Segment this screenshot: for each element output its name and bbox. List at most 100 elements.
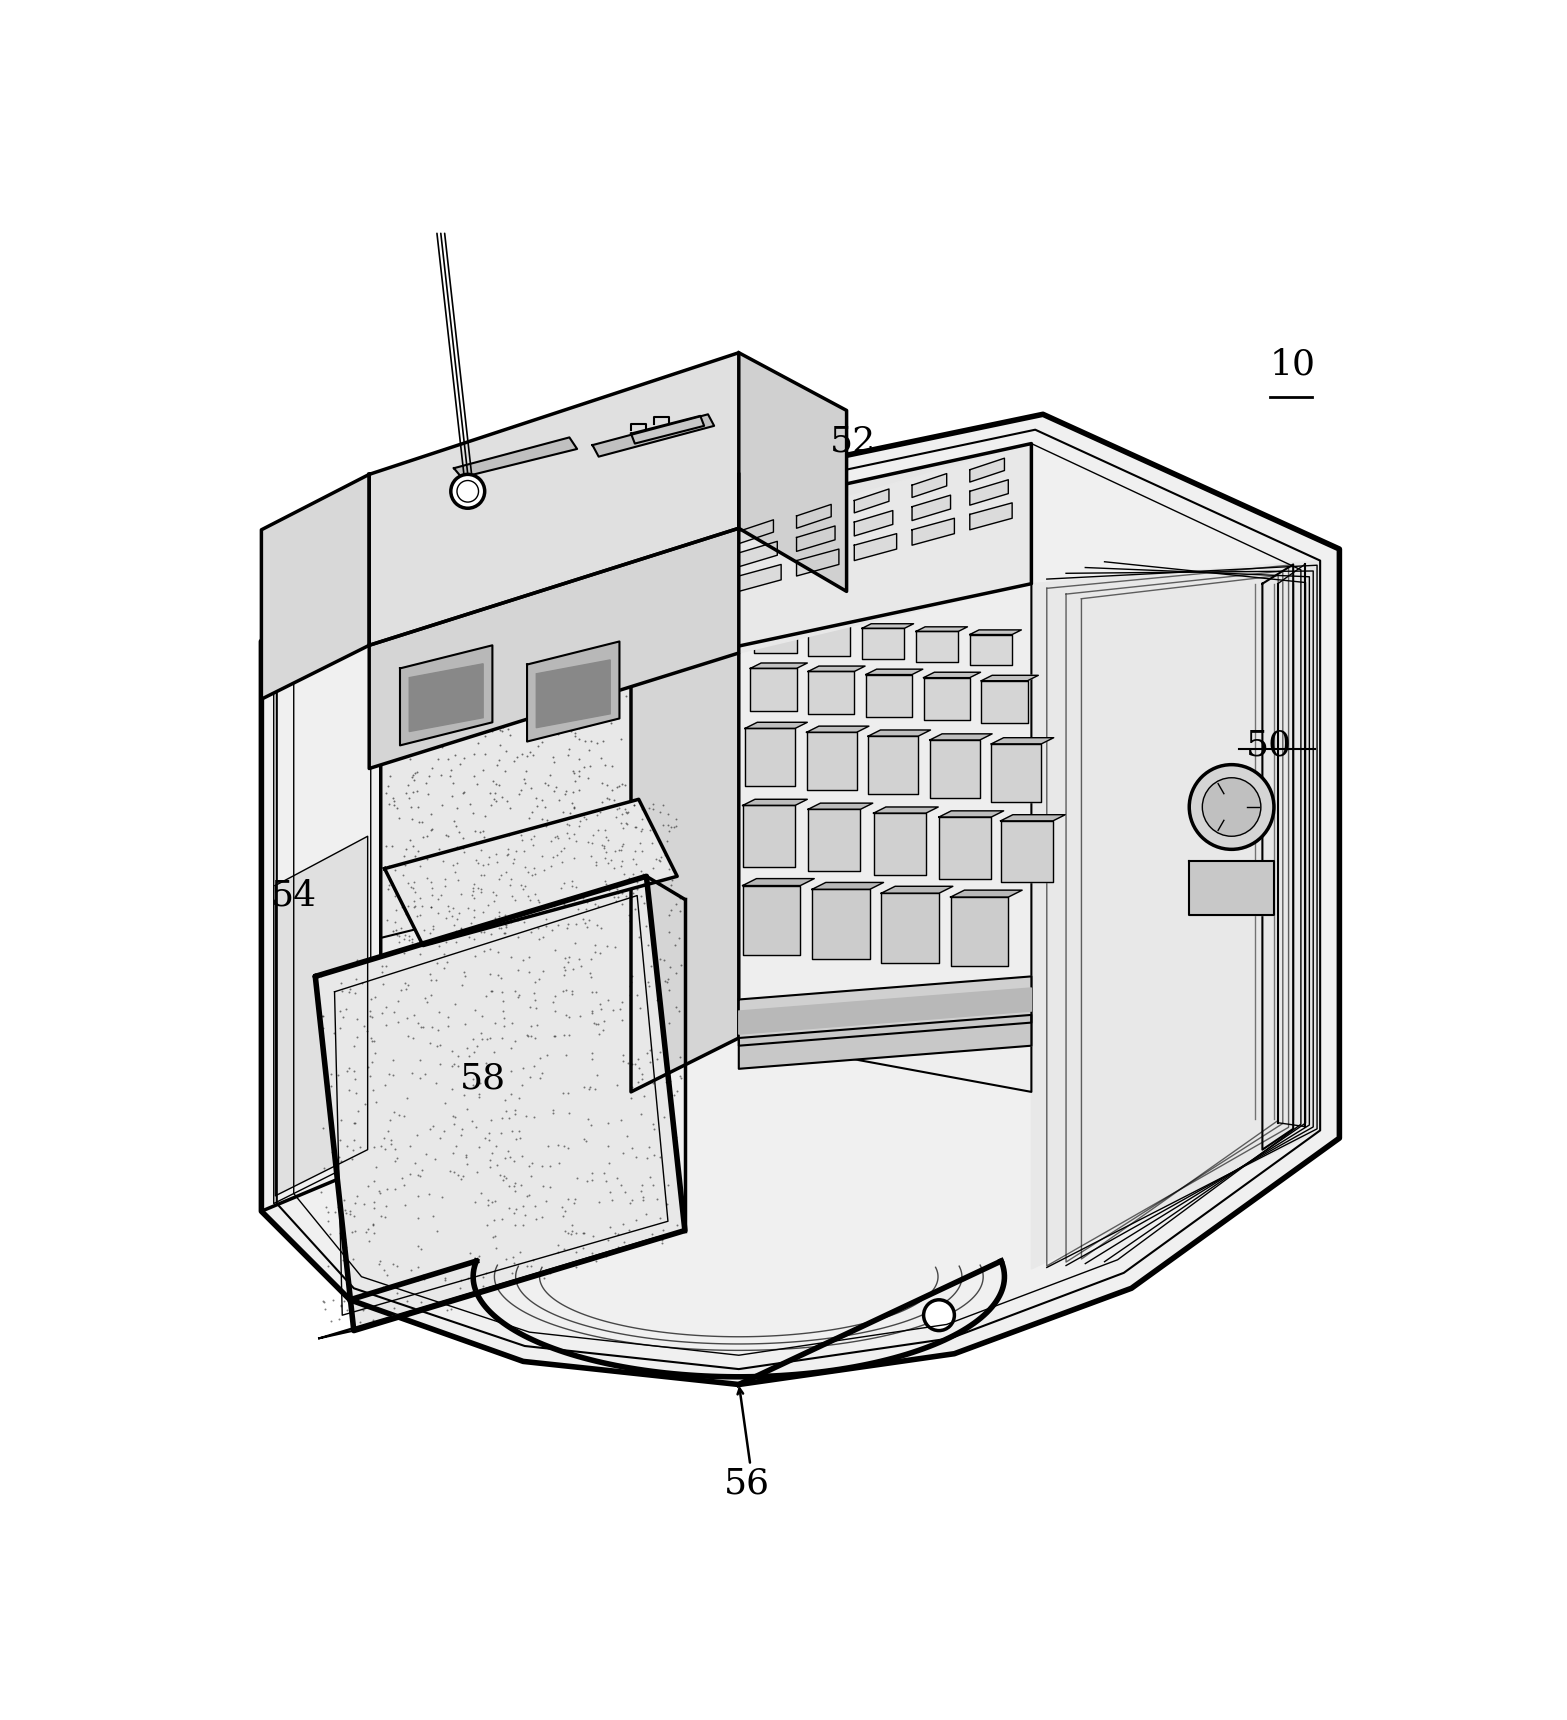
Point <box>467 817 492 845</box>
Point <box>469 1180 494 1207</box>
Point <box>313 1192 338 1219</box>
Point <box>599 857 624 884</box>
Point <box>580 1223 605 1250</box>
Point <box>556 1099 581 1127</box>
Point <box>448 1275 473 1302</box>
Point <box>530 1202 555 1230</box>
Point <box>523 968 548 996</box>
Point <box>467 912 492 939</box>
Point <box>447 819 472 846</box>
Point <box>376 789 401 817</box>
Point <box>580 998 605 1025</box>
Point <box>323 1197 348 1225</box>
Point <box>503 1176 528 1204</box>
Text: 10: 10 <box>1271 347 1316 382</box>
Point <box>663 805 688 832</box>
Point <box>505 743 530 771</box>
Point <box>440 783 465 810</box>
Point <box>644 1046 669 1073</box>
Point <box>605 875 630 903</box>
Polygon shape <box>915 626 967 631</box>
Point <box>484 848 509 875</box>
Point <box>663 812 688 839</box>
Point <box>384 733 409 760</box>
Point <box>456 1042 481 1070</box>
Point <box>621 1187 646 1214</box>
Point <box>501 1249 527 1276</box>
Point <box>621 791 646 819</box>
Point <box>406 726 431 753</box>
Point <box>512 1103 537 1130</box>
Point <box>514 834 539 862</box>
Point <box>657 1010 682 1037</box>
Polygon shape <box>812 882 884 889</box>
Point <box>606 772 632 800</box>
Point <box>570 1219 595 1247</box>
Point <box>403 881 428 908</box>
Point <box>429 734 454 762</box>
Point <box>522 855 547 882</box>
Point <box>445 1042 470 1070</box>
Point <box>583 851 608 879</box>
Point <box>321 1020 346 1047</box>
Point <box>467 865 492 893</box>
Point <box>486 939 511 967</box>
Point <box>337 1269 362 1297</box>
Point <box>556 949 581 977</box>
Point <box>583 891 608 918</box>
Point <box>486 903 511 931</box>
Point <box>404 1204 429 1232</box>
Point <box>376 1116 401 1144</box>
Point <box>578 691 603 719</box>
Point <box>570 710 595 738</box>
Point <box>617 972 642 999</box>
Point <box>559 980 584 1008</box>
Point <box>370 999 395 1027</box>
Point <box>617 1189 642 1216</box>
Point <box>589 996 614 1023</box>
Point <box>668 925 693 953</box>
Point <box>614 800 639 827</box>
Point <box>550 820 575 848</box>
Point <box>406 1299 431 1326</box>
Point <box>404 903 429 931</box>
Point <box>375 858 400 886</box>
Point <box>531 1264 556 1292</box>
Point <box>552 834 577 862</box>
Point <box>547 814 572 841</box>
Point <box>606 884 632 912</box>
Point <box>462 943 487 970</box>
Point <box>572 1125 597 1152</box>
Point <box>368 1247 393 1275</box>
Point <box>646 870 671 898</box>
Point <box>545 1132 570 1159</box>
Point <box>426 709 451 736</box>
Point <box>664 881 689 908</box>
Polygon shape <box>370 528 738 769</box>
Point <box>401 905 426 932</box>
Point <box>539 917 564 944</box>
Point <box>414 731 439 759</box>
Point <box>556 812 581 839</box>
Point <box>527 671 552 698</box>
Point <box>658 814 683 841</box>
Point <box>478 791 503 819</box>
Point <box>467 1133 492 1161</box>
Point <box>436 1011 461 1039</box>
Point <box>506 888 531 915</box>
Point <box>614 1121 639 1149</box>
Point <box>563 767 588 795</box>
Point <box>602 855 627 882</box>
Point <box>548 874 574 901</box>
Point <box>445 1161 470 1189</box>
Point <box>454 894 480 922</box>
Point <box>552 1235 577 1262</box>
Polygon shape <box>970 480 1008 506</box>
Point <box>409 1288 434 1316</box>
Point <box>483 779 508 807</box>
Point <box>584 912 610 939</box>
Point <box>492 1144 517 1171</box>
Polygon shape <box>854 511 893 537</box>
Point <box>407 1235 432 1262</box>
Point <box>581 1010 606 1037</box>
